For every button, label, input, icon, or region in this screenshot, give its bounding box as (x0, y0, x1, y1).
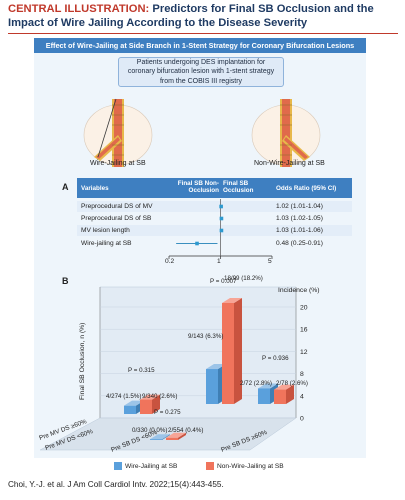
forest-tick-0.2: 0.2 (165, 258, 175, 265)
legend-label: Non-Wire-Jailing at SB (217, 462, 284, 470)
forest-point (219, 228, 224, 233)
title-lead: CENTRAL ILLUSTRATION: (8, 3, 150, 15)
title-rule (8, 33, 398, 34)
title-rest: Predictors for Final SB Occlusion and th… (8, 3, 374, 29)
bar-label-wire-jailing: 9/143 (6.3%) (188, 333, 223, 340)
bar-top (150, 434, 170, 440)
y-tick-label: 20 (300, 305, 308, 312)
wire-jailing-caption: Wire-Jailing at SB (90, 160, 146, 167)
bar-label-non-wire-jailing: 9/340 (2.6%) (142, 393, 177, 400)
non-wire-jailing-caption: Non-Wire-Jailing at SB (254, 160, 325, 167)
bar-top (206, 364, 226, 370)
page-title: CENTRAL ILLUSTRATION: Predictors for Fin… (8, 3, 400, 30)
forest-or-text: 1.03 (1.02-1.05) (276, 215, 323, 222)
col-non-occlusion: Final SB Non-Occlusion (177, 180, 219, 194)
panel-a-label: A (62, 182, 69, 192)
forest-point (195, 241, 199, 246)
bar-label-wire-jailing: 2/72 (2.8%) (240, 380, 272, 387)
bar-side (234, 297, 242, 404)
bar (140, 399, 152, 414)
forest-row: Preprocedural DS of MV 1.02 (1.01-1.04) (77, 201, 352, 212)
bar-top (222, 297, 242, 303)
p-value-label: P = 0.275 (154, 409, 181, 416)
panel-b-label: B (62, 276, 69, 286)
y-tick-label: 8 (300, 371, 304, 378)
legend-non-wire-jailing: Non-Wire-Jailing at SB (206, 462, 284, 470)
y-tick-label: 16 (300, 327, 308, 334)
bar (166, 437, 178, 440)
p-value-label: P = 0.315 (128, 367, 155, 374)
col-variables: Variables (81, 185, 109, 192)
forest-variable: MV lesion length (81, 227, 130, 234)
bar (124, 405, 136, 414)
legend-swatch-red (206, 462, 214, 470)
p-value-label: P = 0.936 (262, 355, 289, 362)
bar (206, 369, 218, 404)
bar-top (140, 394, 160, 400)
bar (258, 388, 270, 404)
bar-side (178, 432, 186, 440)
bar-top (258, 383, 278, 389)
bar-top (124, 400, 144, 406)
bar-label-wire-jailing: 0/330 (0.0%) (132, 427, 167, 434)
y-tick-label: 0 (300, 416, 304, 423)
wire-jailing-illustration (83, 98, 153, 167)
bar-label-non-wire-jailing: 18/99 (18.2%) (224, 275, 263, 282)
citation: Choi, Y.-J. et al. J Am Coll Cardiol Int… (8, 480, 224, 489)
legend-label: Wire-Jailing at SB (125, 462, 178, 470)
bar (274, 389, 286, 404)
col-occlusion: Final SB Occlusion (223, 180, 254, 194)
bar (222, 302, 234, 404)
bar-label-non-wire-jailing: 2/78 (2.6%) (276, 380, 308, 387)
y2-axis-label: Incidence (%) (278, 287, 320, 294)
forest-variable: Preprocedural DS of SB (81, 215, 152, 222)
y-axis-label: Final SB Occlusion, n (%) (79, 323, 86, 400)
banner: Effect of Wire-Jailing at Side Branch in… (34, 38, 366, 53)
bar-label-non-wire-jailing: 2/554 (0.4%) (168, 427, 203, 434)
forest-tick-5: 5 (268, 258, 272, 265)
col-odds-ratio: Odds Ratio (95% CI) (276, 185, 337, 192)
forest-point (219, 204, 223, 209)
non-wire-jailing-illustration (251, 99, 321, 167)
bar-top (166, 432, 186, 438)
bar-label-wire-jailing: 4/274 (1.5%) (106, 393, 141, 400)
forest-header: Variables Final SB Non-Occlusion Final S… (77, 178, 352, 198)
forest-or-text: 1.02 (1.01-1.04) (276, 203, 323, 210)
bar (150, 439, 162, 440)
forest-or-text: 0.48 (0.25-0.91) (276, 240, 323, 247)
forest-tick-1: 1 (217, 258, 221, 265)
p-value-label: P = 0.007 (210, 278, 237, 285)
legend-wire-jailing: Wire-Jailing at SB (114, 462, 177, 470)
forest-row: Preprocedural DS of SB 1.03 (1.02-1.05) (77, 213, 352, 224)
forest-row: Wire-jailing at SB 0.48 (0.25-0.91) (77, 238, 352, 249)
bar-side (162, 434, 170, 440)
legend-swatch-blue (114, 462, 122, 470)
forest-row: MV lesion length 1.03 (1.01-1.06) (77, 225, 352, 236)
forest-variable: Preprocedural DS of MV (81, 203, 153, 210)
bar-side (286, 384, 294, 404)
forest-variable: Wire-jailing at SB (81, 240, 132, 247)
study-population-box: Patients undergoing DES implantation for… (118, 57, 284, 87)
forest-or-text: 1.03 (1.01-1.06) (276, 227, 323, 234)
bar-top (274, 384, 294, 390)
forest-point (219, 216, 224, 221)
y-tick-label: 12 (300, 349, 308, 356)
bar-side (152, 394, 160, 414)
y-tick-label: 4 (300, 393, 304, 400)
